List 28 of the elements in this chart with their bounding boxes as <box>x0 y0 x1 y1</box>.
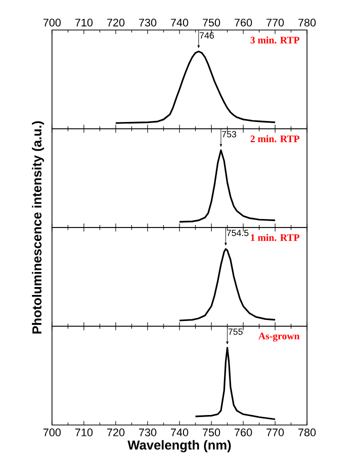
x-axis-title: Wavelength (nm) <box>128 440 231 452</box>
x-tick-label: 720 <box>107 428 124 436</box>
x-tick-label: 710 <box>75 428 93 436</box>
annotation: 746 <box>200 32 214 39</box>
annotation: 754.5 <box>226 230 248 236</box>
x-tick-label: 770 <box>266 18 284 26</box>
x-tick-label: 730 <box>139 18 156 26</box>
x-tick-label: 750 <box>202 18 220 26</box>
x-tick-label: 720 <box>107 18 124 26</box>
x-tick-label: 760 <box>234 18 252 26</box>
x-tick-label: 700 <box>43 18 61 26</box>
x-tick-label: 730 <box>139 428 156 436</box>
annotation: 755 <box>228 328 243 335</box>
annotation: 753 <box>222 131 236 138</box>
x-tick-label: 780 <box>298 18 316 26</box>
x-tick-label: 750 <box>202 428 220 436</box>
x-tick-label: 760 <box>234 428 252 436</box>
y-axis-title: Photoluminescence intensity (a.u.) <box>32 121 44 334</box>
x-tick-label: 700 <box>43 428 61 436</box>
x-tick-label: 780 <box>298 428 316 436</box>
chart-title: 2 min. RTP <box>250 135 300 142</box>
x-tick-label: 740 <box>170 18 188 26</box>
chart-title: 3 min. RTP <box>250 36 300 44</box>
chart-title: 1 min. RTP <box>250 234 300 242</box>
x-tick-label: 740 <box>170 428 188 436</box>
x-tick-label: 710 <box>75 18 93 26</box>
x-tick-label: 770 <box>266 428 284 436</box>
chart-title: As-grown <box>258 332 300 342</box>
